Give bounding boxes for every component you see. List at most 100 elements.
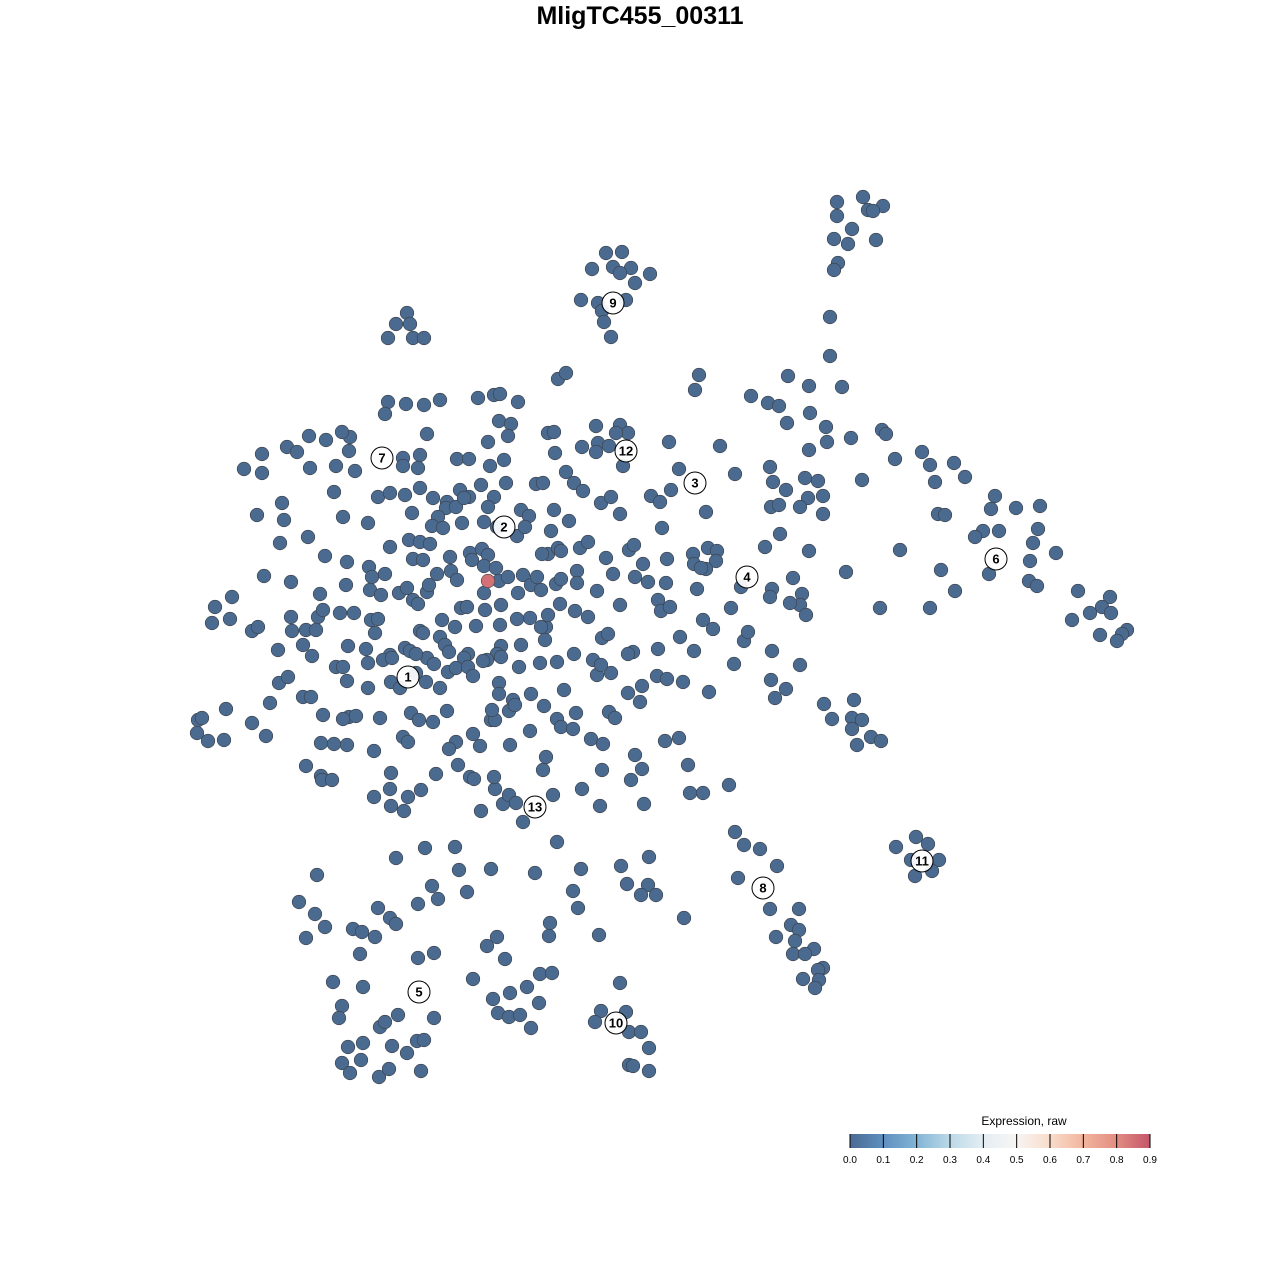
data-point <box>377 1014 393 1030</box>
data-point <box>454 515 470 531</box>
data-point <box>815 488 831 504</box>
data-point <box>769 858 785 874</box>
data-point <box>422 536 438 552</box>
data-point <box>771 398 787 414</box>
data-point <box>762 589 778 605</box>
data-point <box>485 991 501 1007</box>
data-point <box>416 397 432 413</box>
cluster-label: 6 <box>984 547 1008 571</box>
data-point <box>491 413 507 429</box>
data-point <box>419 426 435 442</box>
data-point <box>556 682 572 698</box>
data-point <box>442 549 458 565</box>
data-point <box>355 979 371 995</box>
data-point <box>546 424 562 440</box>
data-point <box>404 505 420 521</box>
data-point <box>533 582 549 598</box>
data-point <box>810 473 826 489</box>
data-point <box>532 655 548 671</box>
cluster-label: 9 <box>601 291 625 315</box>
cluster-label-badge <box>407 980 431 1004</box>
data-point <box>633 887 649 903</box>
data-point <box>620 646 636 662</box>
data-point <box>298 930 314 946</box>
data-point <box>757 539 773 555</box>
cluster-label: 8 <box>751 876 775 900</box>
cluster-label-text: 4 <box>743 570 751 585</box>
data-point <box>510 585 526 601</box>
cluster-label-badge <box>735 565 759 589</box>
data-point <box>659 671 675 687</box>
data-point <box>801 442 817 458</box>
data-point <box>764 643 780 659</box>
data-point <box>527 865 543 881</box>
data-point <box>726 656 742 672</box>
data-point <box>603 329 619 345</box>
data-point <box>510 394 526 410</box>
colorbar-tick-label: 0.0 <box>843 1155 857 1166</box>
data-point <box>254 465 270 481</box>
data-point <box>250 619 266 635</box>
data-point <box>335 659 351 675</box>
data-point <box>489 929 505 945</box>
data-point <box>289 444 305 460</box>
data-point <box>207 599 223 615</box>
data-point <box>424 878 440 894</box>
data-point <box>1070 583 1086 599</box>
data-point <box>791 901 807 917</box>
data-point <box>274 495 290 511</box>
data-point <box>496 452 512 468</box>
data-point <box>922 600 938 616</box>
data-point <box>687 382 703 398</box>
data-point <box>531 995 547 1011</box>
data-point <box>537 632 553 648</box>
data-point <box>815 506 831 522</box>
data-point <box>200 733 216 749</box>
data-point <box>484 702 500 718</box>
data-point <box>541 928 557 944</box>
data-point <box>659 551 675 567</box>
cluster-label-text: 13 <box>528 800 542 815</box>
data-point <box>509 611 525 627</box>
data-point <box>625 1058 641 1074</box>
data-point <box>819 434 835 450</box>
data-point <box>347 463 363 479</box>
data-point <box>797 470 813 486</box>
cluster-label: 2 <box>492 515 516 539</box>
data-point <box>339 737 355 753</box>
data-point <box>558 365 574 381</box>
data-point <box>627 747 643 763</box>
data-point <box>461 451 477 467</box>
data-point <box>676 910 692 926</box>
data-point <box>364 569 380 585</box>
data-point <box>338 577 354 593</box>
data-point <box>451 862 467 878</box>
data-point <box>635 556 651 572</box>
data-point <box>540 607 556 623</box>
data-point <box>534 546 550 562</box>
data-point <box>472 738 488 754</box>
colorbar-tick-label: 0.2 <box>910 1155 924 1166</box>
data-point <box>612 265 628 281</box>
data-point <box>397 487 413 503</box>
data-point <box>829 194 845 210</box>
cluster-label-badge <box>523 795 547 819</box>
data-point <box>705 621 721 637</box>
data-point <box>768 929 784 945</box>
data-point <box>654 520 670 536</box>
data-point <box>383 765 399 781</box>
data-point <box>331 1010 347 1026</box>
data-point <box>712 438 728 454</box>
data-point <box>459 884 475 900</box>
data-point <box>743 388 759 404</box>
data-point <box>785 570 801 586</box>
data-point <box>432 392 448 408</box>
data-point <box>892 542 908 558</box>
data-point <box>600 626 616 642</box>
data-point <box>479 938 495 954</box>
data-point <box>591 927 607 943</box>
data-point <box>800 490 816 506</box>
data-point <box>312 586 328 602</box>
colorbar-tick-label: 0.9 <box>1143 1155 1157 1166</box>
